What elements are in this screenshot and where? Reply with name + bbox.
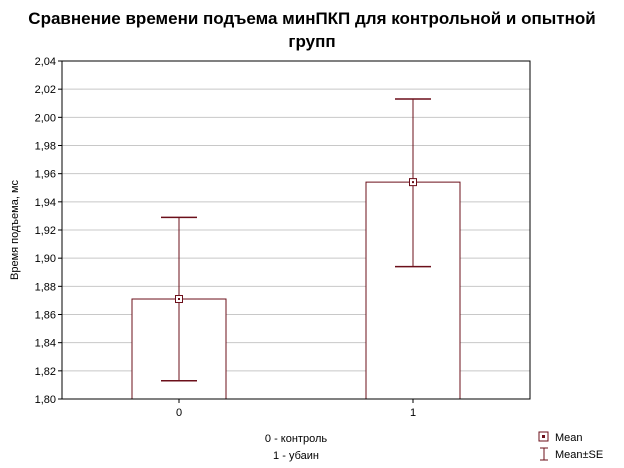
legend-item-mean: Mean: [538, 431, 583, 444]
mean-marker-dot-0: [178, 298, 180, 301]
y-tick-label: 2,02: [35, 84, 56, 96]
y-tick-label: 1,94: [35, 197, 56, 209]
x-tick-label: 1: [410, 407, 416, 419]
y-tick-label: 1,90: [35, 253, 56, 265]
legend-label-mean-se: Mean±SE: [555, 449, 603, 461]
y-tick-label: 2,04: [35, 56, 56, 68]
x-axis-label-line2: 1 - убаин: [273, 450, 319, 462]
y-axis-label: Время подъема, мс: [9, 180, 21, 281]
x-tick-label: 0: [176, 407, 182, 419]
y-tick-label: 1,98: [35, 141, 56, 153]
legend: Mean Mean±SE: [538, 431, 603, 461]
y-tick-label: 1,92: [35, 225, 56, 237]
bars: [131, 181, 461, 400]
y-tick-label: 1,82: [35, 366, 56, 378]
y-tick-label: 1,84: [35, 338, 56, 350]
chart-title-line2: групп: [288, 32, 335, 51]
y-tick-label: 1,86: [35, 310, 56, 322]
chart-title-line1: Сравнение времени подъема минПКП для кон…: [28, 9, 595, 28]
square-marker-dot: [542, 435, 545, 438]
y-tick-label: 2,00: [35, 112, 56, 124]
legend-label-mean: Mean: [555, 432, 583, 444]
mean-marker-dot-1: [412, 181, 414, 184]
y-tick-label: 1,80: [35, 394, 56, 406]
mean-markers: [175, 178, 417, 304]
y-axis-ticks: 1,80 1,82 1,84 1,86 1,88 1,90 1,92 1,94 1,96 1,98…: [35, 56, 62, 406]
error-bar-icon: [540, 447, 548, 461]
x-axis-label-line1: 0 - контроль: [265, 433, 327, 445]
legend-item-mean-se: Mean±SE: [540, 447, 603, 461]
y-tick-label: 1,96: [35, 169, 56, 181]
y-tick-label: 1,88: [35, 281, 56, 293]
